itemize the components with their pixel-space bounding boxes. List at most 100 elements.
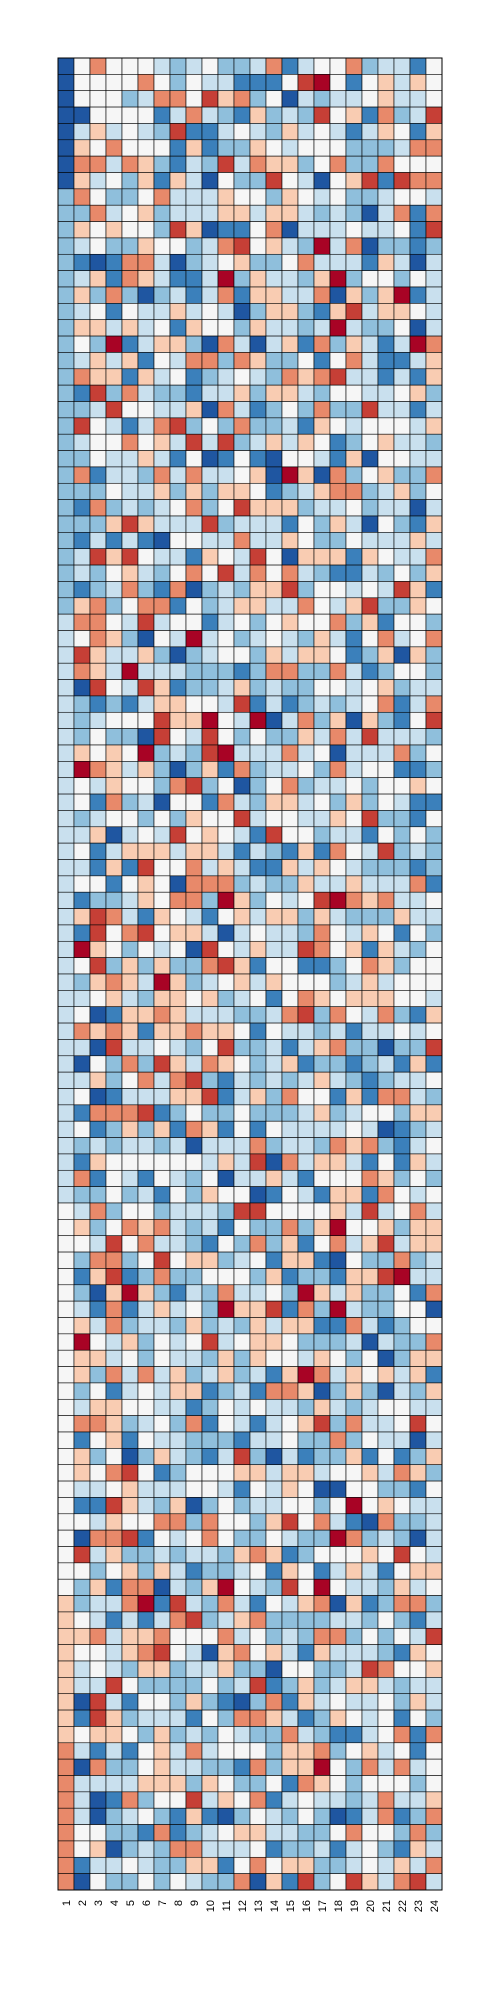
heatmap-cell (297, 1758, 315, 1776)
heatmap-cell (297, 1497, 315, 1515)
heatmap-cell (409, 1317, 427, 1335)
heatmap-cell (89, 1775, 107, 1793)
heatmap-cell (329, 1366, 347, 1384)
heatmap-cell (297, 1611, 315, 1629)
heatmap-cell (185, 1464, 203, 1482)
heatmap-cell (265, 1840, 283, 1858)
heatmap-cell (121, 630, 139, 648)
heatmap-cell (393, 1398, 411, 1416)
heatmap-cell (297, 1219, 315, 1237)
heatmap-cell (377, 450, 395, 468)
heatmap-cell (233, 1693, 251, 1711)
heatmap-cell (361, 1349, 379, 1367)
heatmap-cell (217, 875, 235, 893)
heatmap-cell (281, 548, 299, 566)
heatmap-cell (297, 204, 315, 222)
heatmap-cell (329, 1578, 347, 1596)
heatmap-cell (137, 1611, 155, 1629)
heatmap-cell (185, 368, 203, 386)
heatmap-cell (249, 1333, 267, 1351)
heatmap-cell (73, 515, 91, 533)
heatmap-cell (153, 1137, 171, 1155)
heatmap-cell (137, 1873, 155, 1891)
heatmap-cell (121, 646, 139, 664)
heatmap-cell (201, 221, 219, 239)
heatmap-cell (409, 679, 427, 697)
heatmap-cell (377, 1235, 395, 1253)
heatmap-cell (185, 270, 203, 288)
heatmap-cell (249, 466, 267, 484)
heatmap-cell (265, 1595, 283, 1613)
heatmap-cell (393, 106, 411, 124)
heatmap-cell (313, 1709, 331, 1727)
heatmap-cell (233, 581, 251, 599)
heatmap-cell (425, 74, 443, 92)
heatmap-cell (153, 368, 171, 386)
heatmap-cell (409, 1448, 427, 1466)
heatmap-cell (153, 1349, 171, 1367)
heatmap-cell (137, 1644, 155, 1662)
heatmap-cell (265, 1448, 283, 1466)
heatmap-cell (297, 1775, 315, 1793)
heatmap-cell (89, 1513, 107, 1531)
heatmap-cell (345, 810, 363, 828)
heatmap-cell (249, 1137, 267, 1155)
heatmap-cell (217, 777, 235, 795)
heatmap-cell (105, 630, 123, 648)
heatmap-cell (345, 1824, 363, 1842)
heatmap-cell (121, 581, 139, 599)
heatmap-cell (393, 810, 411, 828)
heatmap-cell (185, 106, 203, 124)
heatmap-cell (265, 123, 283, 141)
heatmap-cell (313, 1333, 331, 1351)
heatmap-cell (105, 106, 123, 124)
heatmap-cell (409, 515, 427, 533)
heatmap-cell (329, 433, 347, 451)
heatmap-cell (201, 90, 219, 108)
heatmap-cell (137, 1529, 155, 1547)
heatmap-cell (185, 891, 203, 909)
heatmap-cell (217, 1480, 235, 1498)
heatmap-cell (169, 1742, 187, 1760)
heatmap-cell (121, 1562, 139, 1580)
heatmap-cell (201, 1562, 219, 1580)
heatmap-cell (57, 1497, 75, 1515)
heatmap-cell (409, 1644, 427, 1662)
heatmap-cell (409, 482, 427, 500)
heatmap-cell (313, 368, 331, 386)
heatmap-cell (265, 1137, 283, 1155)
heatmap-cell (265, 630, 283, 648)
heatmap-cell (169, 564, 187, 582)
heatmap-cell (313, 1202, 331, 1220)
heatmap-cell (185, 1807, 203, 1825)
heatmap-cell (233, 172, 251, 190)
heatmap-cell (313, 1006, 331, 1024)
heatmap-cell (345, 384, 363, 402)
heatmap-cell (89, 1006, 107, 1024)
heatmap-cell (409, 564, 427, 582)
heatmap-cell (137, 270, 155, 288)
heatmap-cell (201, 417, 219, 435)
heatmap-cell (345, 1856, 363, 1874)
heatmap-cell (249, 482, 267, 500)
heatmap-cell (425, 335, 443, 353)
column-tick-label: 18 (333, 1900, 345, 1912)
heatmap-cell (57, 57, 75, 75)
heatmap-cell (73, 1382, 91, 1400)
heatmap-cell (329, 662, 347, 680)
heatmap-cell (169, 1726, 187, 1744)
heatmap-cell (105, 1660, 123, 1678)
heatmap-cell (105, 1235, 123, 1253)
heatmap-cell (201, 1644, 219, 1662)
heatmap-cell (121, 1840, 139, 1858)
heatmap-cell (153, 1660, 171, 1678)
heatmap-cell (57, 875, 75, 893)
heatmap-cell (233, 1660, 251, 1678)
heatmap-cell (105, 924, 123, 942)
heatmap-cell (153, 957, 171, 975)
heatmap-cell (185, 188, 203, 206)
heatmap-cell (249, 1219, 267, 1237)
heatmap-cell (377, 1513, 395, 1531)
heatmap-cell (377, 1856, 395, 1874)
heatmap-cell (265, 270, 283, 288)
